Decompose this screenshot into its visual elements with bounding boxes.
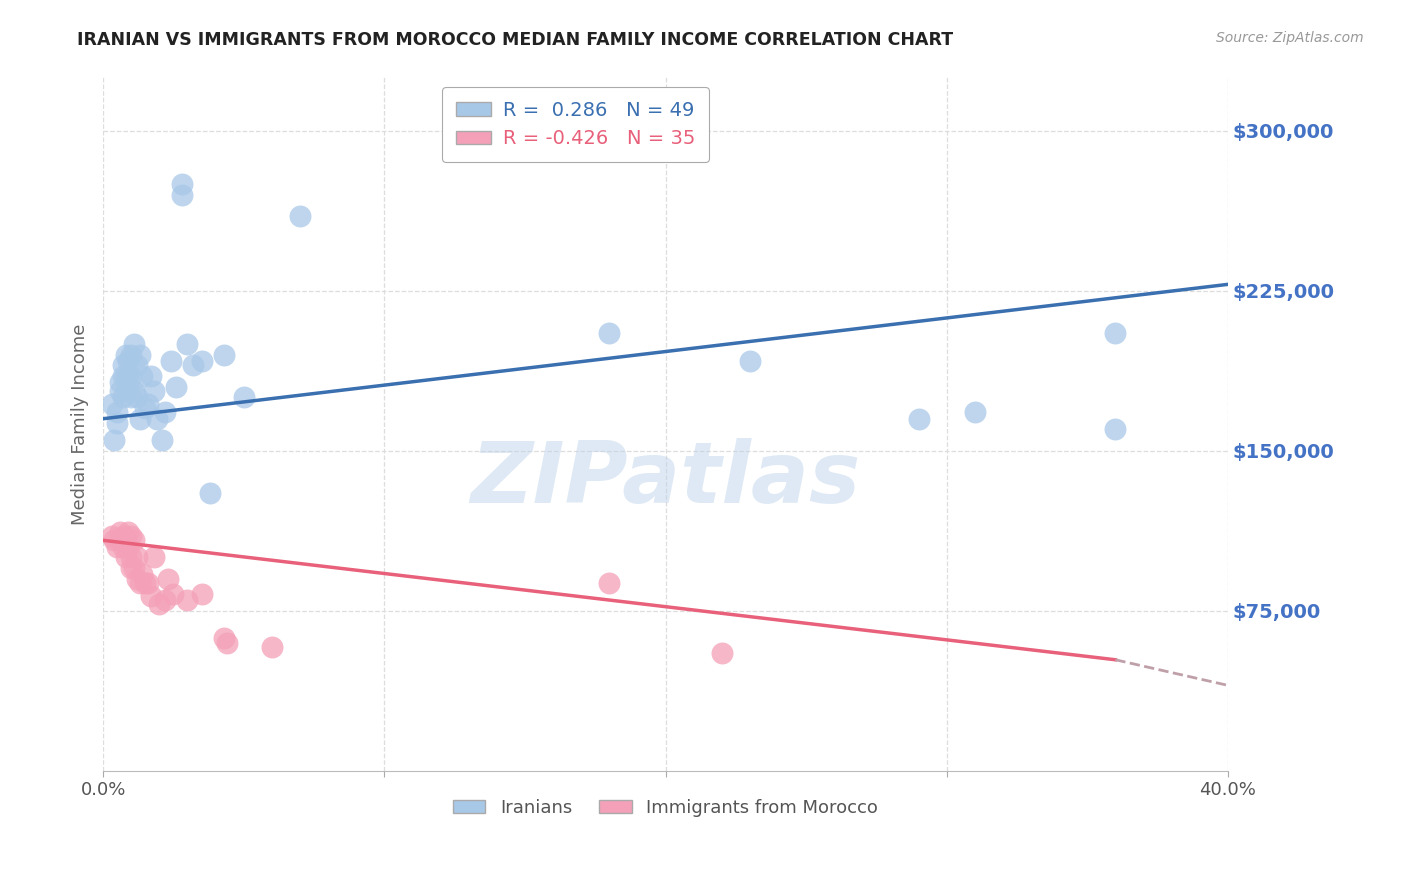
Point bbox=[122, 384, 145, 398]
Point bbox=[260, 640, 283, 654]
Point bbox=[100, 397, 122, 411]
Point bbox=[153, 405, 176, 419]
Point bbox=[117, 540, 139, 554]
Point bbox=[288, 209, 311, 223]
Point bbox=[108, 533, 131, 548]
Point bbox=[120, 348, 142, 362]
Point bbox=[111, 529, 134, 543]
Point bbox=[114, 348, 136, 362]
Y-axis label: Median Family Income: Median Family Income bbox=[72, 324, 89, 524]
Point bbox=[120, 391, 142, 405]
Point bbox=[120, 529, 142, 543]
Point bbox=[120, 550, 142, 565]
Point bbox=[165, 380, 187, 394]
Point bbox=[131, 369, 153, 384]
Point bbox=[114, 373, 136, 387]
Point bbox=[111, 359, 134, 373]
Point bbox=[215, 636, 238, 650]
Point bbox=[142, 384, 165, 398]
Point bbox=[105, 540, 128, 554]
Point bbox=[190, 354, 212, 368]
Point bbox=[134, 401, 156, 415]
Point bbox=[142, 550, 165, 565]
Point bbox=[117, 524, 139, 539]
Point bbox=[198, 486, 221, 500]
Point bbox=[598, 576, 620, 591]
Text: Source: ZipAtlas.com: Source: ZipAtlas.com bbox=[1216, 31, 1364, 45]
Point bbox=[125, 572, 148, 586]
Point bbox=[103, 433, 125, 447]
Text: ZIPatlas: ZIPatlas bbox=[471, 438, 860, 521]
Point bbox=[111, 540, 134, 554]
Point bbox=[117, 380, 139, 394]
Point bbox=[232, 391, 254, 405]
Point bbox=[136, 576, 159, 591]
Point bbox=[139, 589, 162, 603]
Point bbox=[111, 369, 134, 384]
Point bbox=[150, 433, 173, 447]
Point bbox=[159, 354, 181, 368]
Point bbox=[120, 561, 142, 575]
Point bbox=[190, 587, 212, 601]
Point bbox=[128, 411, 150, 425]
Point bbox=[108, 376, 131, 390]
Point bbox=[162, 587, 184, 601]
Point bbox=[128, 576, 150, 591]
Point bbox=[212, 632, 235, 646]
Point bbox=[145, 411, 167, 425]
Point bbox=[117, 367, 139, 381]
Point bbox=[108, 384, 131, 398]
Legend: Iranians, Immigrants from Morocco: Iranians, Immigrants from Morocco bbox=[446, 791, 886, 824]
Point bbox=[738, 354, 761, 368]
Point bbox=[122, 533, 145, 548]
Point bbox=[114, 533, 136, 548]
Point bbox=[148, 597, 170, 611]
Point bbox=[170, 177, 193, 191]
Point bbox=[212, 348, 235, 362]
Point bbox=[120, 369, 142, 384]
Point bbox=[105, 405, 128, 419]
Point bbox=[181, 359, 204, 373]
Point bbox=[176, 593, 198, 607]
Point bbox=[963, 405, 986, 419]
Point bbox=[136, 397, 159, 411]
Point bbox=[125, 359, 148, 373]
Point bbox=[100, 529, 122, 543]
Point bbox=[139, 369, 162, 384]
Point bbox=[153, 593, 176, 607]
Point bbox=[128, 348, 150, 362]
Point bbox=[598, 326, 620, 341]
Point bbox=[122, 337, 145, 351]
Point bbox=[125, 391, 148, 405]
Point bbox=[105, 416, 128, 430]
Point bbox=[134, 576, 156, 591]
Point bbox=[156, 572, 179, 586]
Point bbox=[111, 391, 134, 405]
Point bbox=[114, 550, 136, 565]
Point bbox=[103, 533, 125, 548]
Point bbox=[122, 561, 145, 575]
Point bbox=[170, 187, 193, 202]
Point bbox=[1104, 422, 1126, 436]
Point bbox=[108, 524, 131, 539]
Point bbox=[114, 384, 136, 398]
Text: IRANIAN VS IMMIGRANTS FROM MOROCCO MEDIAN FAMILY INCOME CORRELATION CHART: IRANIAN VS IMMIGRANTS FROM MOROCCO MEDIA… bbox=[77, 31, 953, 49]
Point bbox=[710, 646, 733, 660]
Point bbox=[907, 411, 929, 425]
Point bbox=[131, 567, 153, 582]
Point bbox=[1104, 326, 1126, 341]
Point bbox=[117, 354, 139, 368]
Point bbox=[125, 550, 148, 565]
Point bbox=[176, 337, 198, 351]
